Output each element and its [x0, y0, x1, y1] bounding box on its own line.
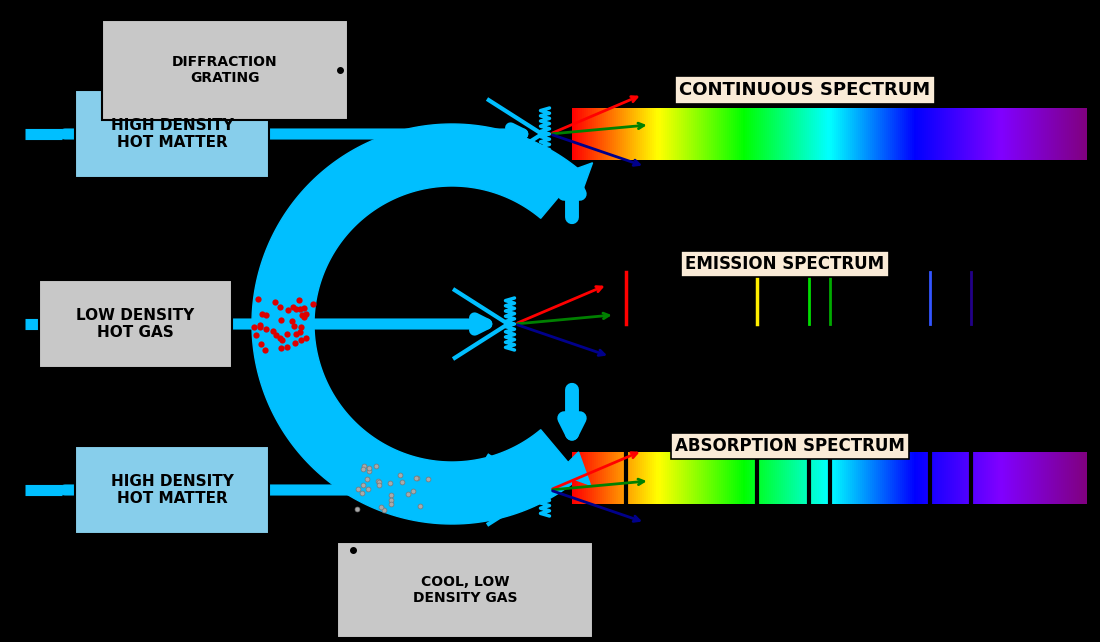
Polygon shape: [558, 452, 591, 485]
Text: HIGH DENSITY
HOT MATTER: HIGH DENSITY HOT MATTER: [111, 474, 233, 506]
FancyBboxPatch shape: [76, 446, 268, 534]
FancyBboxPatch shape: [337, 542, 593, 638]
Text: EMISSION SPECTRUM: EMISSION SPECTRUM: [685, 255, 884, 273]
Text: LOW DENSITY
HOT GAS: LOW DENSITY HOT GAS: [76, 308, 194, 340]
FancyBboxPatch shape: [39, 280, 231, 368]
Text: HIGH DENSITY
HOT MATTER: HIGH DENSITY HOT MATTER: [111, 117, 233, 150]
Bar: [572, 272, 1087, 324]
FancyBboxPatch shape: [102, 20, 348, 120]
FancyBboxPatch shape: [76, 90, 268, 178]
Polygon shape: [252, 124, 581, 524]
Text: CONTINUOUS SPECTRUM: CONTINUOUS SPECTRUM: [680, 81, 931, 99]
Text: DIFFRACTION
GRATING: DIFFRACTION GRATING: [173, 55, 278, 85]
Text: COOL, LOW
DENSITY GAS: COOL, LOW DENSITY GAS: [412, 575, 517, 605]
Polygon shape: [559, 163, 593, 196]
Text: ABSORPTION SPECTRUM: ABSORPTION SPECTRUM: [675, 437, 905, 455]
